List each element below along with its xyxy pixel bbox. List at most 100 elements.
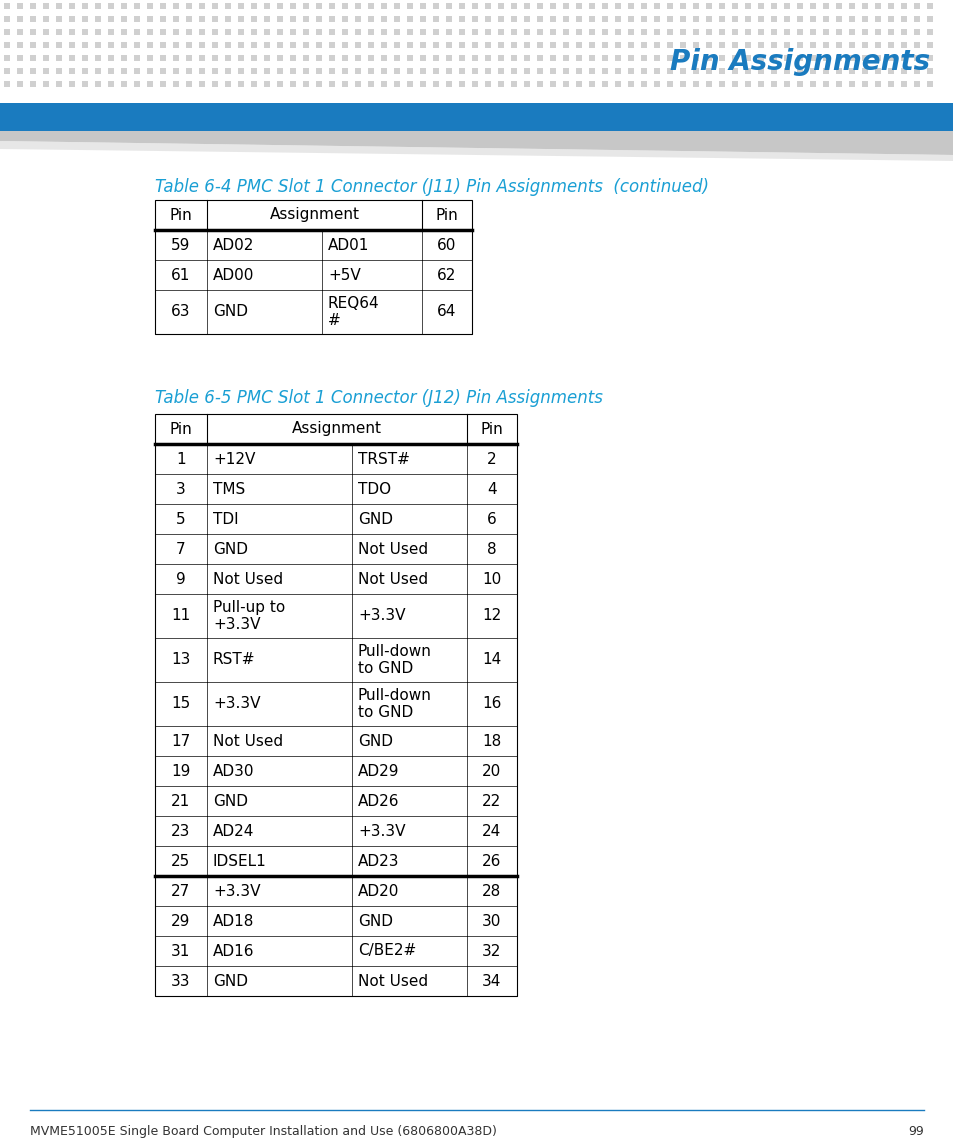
Bar — [407, 29, 413, 35]
Text: AD29: AD29 — [357, 764, 399, 779]
Bar — [160, 68, 166, 74]
Bar — [303, 42, 309, 48]
Bar — [186, 68, 192, 74]
Bar — [900, 55, 906, 61]
Bar — [472, 29, 477, 35]
Bar — [303, 29, 309, 35]
Bar — [550, 81, 556, 87]
Bar — [523, 3, 530, 9]
Text: TDI: TDI — [213, 512, 238, 527]
Bar — [186, 3, 192, 9]
Text: GND: GND — [357, 512, 393, 527]
Text: +3.3V: +3.3V — [213, 884, 260, 899]
Bar — [43, 42, 49, 48]
Bar — [822, 42, 828, 48]
Text: +12V: +12V — [213, 451, 255, 466]
Bar — [758, 55, 763, 61]
Bar — [419, 81, 426, 87]
Bar — [926, 29, 932, 35]
Bar — [692, 29, 699, 35]
Bar — [446, 16, 452, 22]
Bar — [17, 55, 23, 61]
Bar — [315, 68, 322, 74]
Bar — [783, 68, 789, 74]
Text: +3.3V: +3.3V — [213, 696, 260, 711]
Bar — [692, 68, 699, 74]
Bar — [523, 55, 530, 61]
Bar — [121, 42, 127, 48]
Text: 28: 28 — [482, 884, 501, 899]
Bar — [615, 3, 620, 9]
Bar — [394, 29, 399, 35]
Text: 31: 31 — [172, 943, 191, 958]
Bar — [30, 3, 36, 9]
Text: 63: 63 — [172, 305, 191, 319]
Bar — [341, 3, 348, 9]
Bar — [913, 55, 919, 61]
Bar — [264, 81, 270, 87]
Text: Pin: Pin — [480, 421, 503, 436]
Bar — [4, 29, 10, 35]
Bar — [329, 16, 335, 22]
Bar — [809, 16, 815, 22]
Bar — [108, 29, 113, 35]
Bar — [17, 42, 23, 48]
Bar — [315, 16, 322, 22]
Bar — [341, 16, 348, 22]
Bar — [835, 68, 841, 74]
Bar — [926, 3, 932, 9]
Text: 1: 1 — [176, 451, 186, 466]
Bar — [654, 3, 659, 9]
Bar — [225, 29, 231, 35]
Bar — [56, 42, 62, 48]
Bar — [303, 81, 309, 87]
Bar — [848, 68, 854, 74]
Bar — [484, 55, 491, 61]
Bar — [407, 42, 413, 48]
Bar — [407, 68, 413, 74]
Bar — [276, 29, 283, 35]
Text: GND: GND — [357, 734, 393, 749]
Bar — [874, 3, 880, 9]
Bar — [679, 81, 685, 87]
Text: AD24: AD24 — [213, 823, 254, 838]
Bar — [511, 42, 517, 48]
Bar — [615, 16, 620, 22]
Bar — [341, 68, 348, 74]
Bar — [640, 16, 646, 22]
Bar — [341, 55, 348, 61]
Text: 6: 6 — [487, 512, 497, 527]
Bar — [368, 3, 374, 9]
Bar — [783, 81, 789, 87]
Bar — [654, 81, 659, 87]
Text: 59: 59 — [172, 237, 191, 253]
Text: 8: 8 — [487, 542, 497, 556]
Bar — [705, 42, 711, 48]
Bar — [484, 68, 491, 74]
Bar — [368, 81, 374, 87]
Bar — [368, 29, 374, 35]
Bar — [862, 55, 867, 61]
Bar — [472, 55, 477, 61]
Bar — [848, 81, 854, 87]
Bar — [679, 16, 685, 22]
Bar — [796, 42, 802, 48]
Bar — [731, 68, 738, 74]
Bar — [121, 3, 127, 9]
Text: 16: 16 — [482, 696, 501, 711]
Text: AD01: AD01 — [328, 237, 369, 253]
Bar — [315, 42, 322, 48]
Bar — [264, 42, 270, 48]
Bar — [30, 42, 36, 48]
Bar — [744, 81, 750, 87]
Bar — [172, 81, 179, 87]
Bar — [705, 68, 711, 74]
Bar — [160, 42, 166, 48]
Bar — [887, 3, 893, 9]
Bar — [186, 29, 192, 35]
Bar — [692, 55, 699, 61]
Bar — [147, 42, 152, 48]
Bar — [900, 42, 906, 48]
Bar — [108, 42, 113, 48]
Text: 20: 20 — [482, 764, 501, 779]
